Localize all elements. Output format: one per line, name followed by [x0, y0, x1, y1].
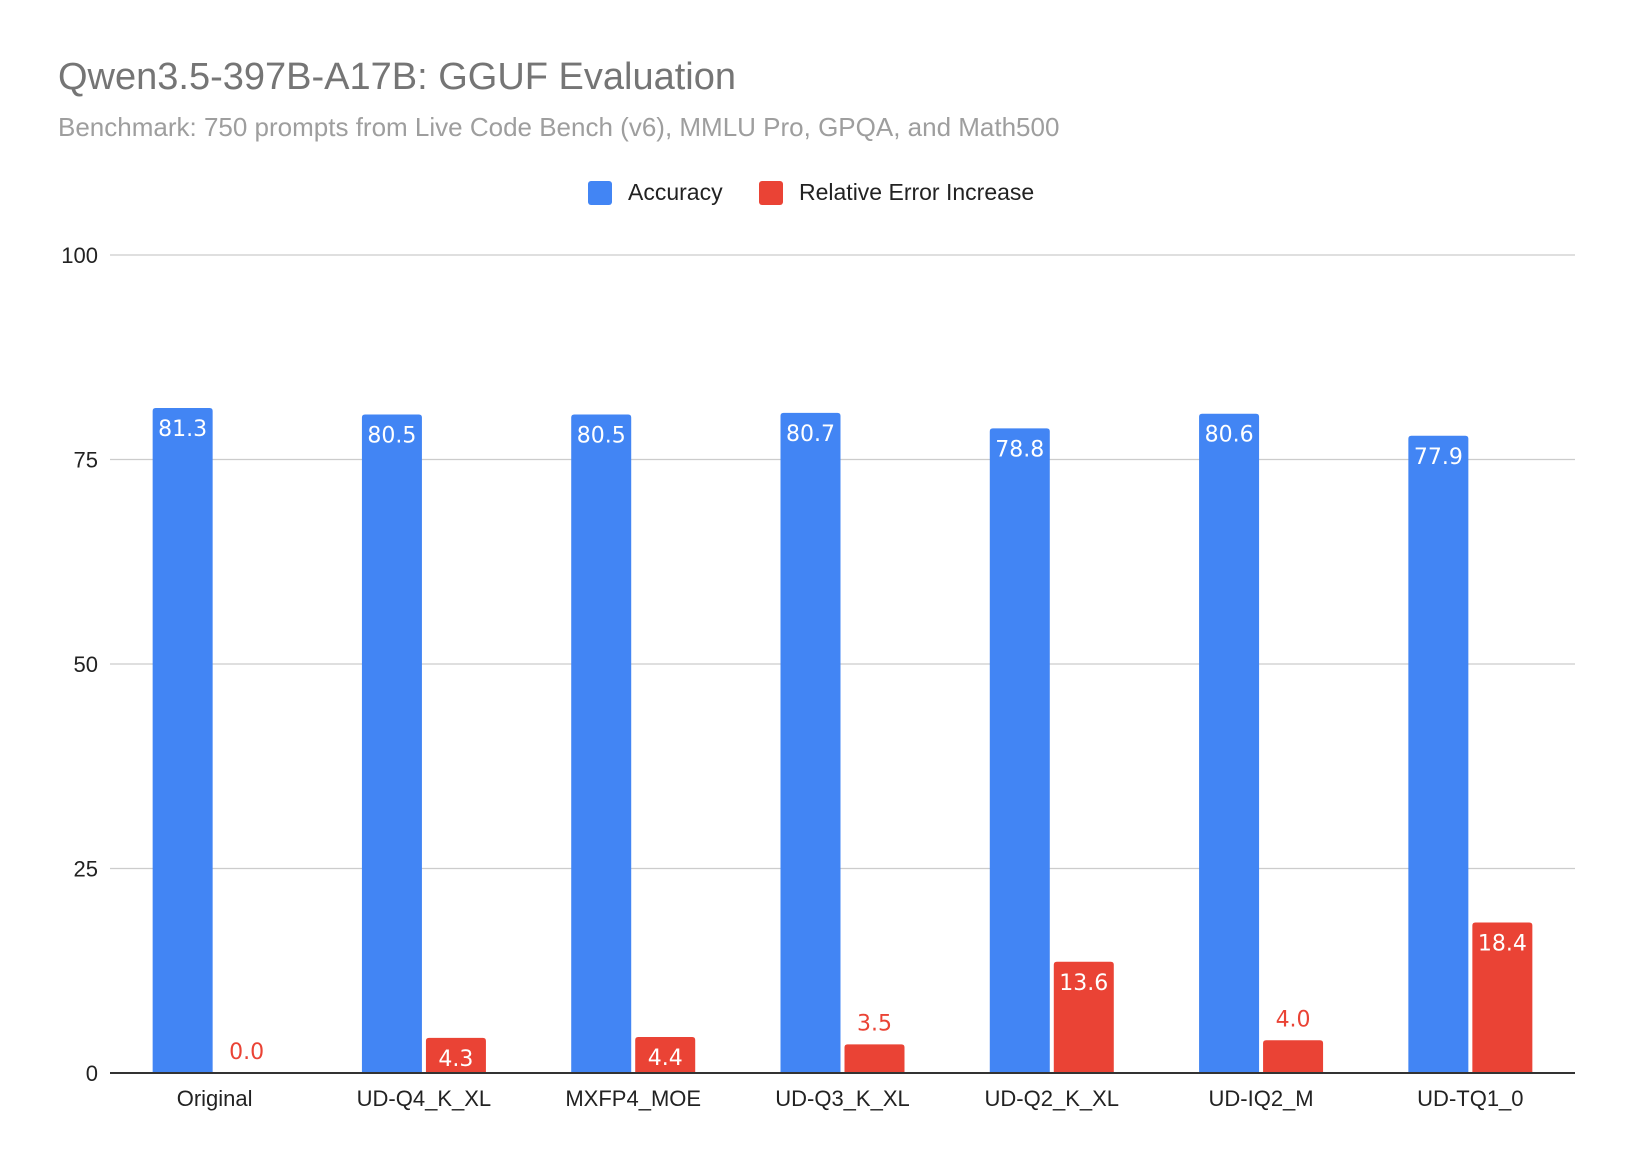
bar-accuracy: [989, 428, 1050, 1073]
data-label-accuracy: 78.8: [995, 437, 1044, 462]
bar-accuracy: [1408, 435, 1469, 1073]
y-tick-label: 75: [74, 448, 98, 473]
data-label-accuracy: 80.6: [1205, 423, 1254, 448]
legend-label-accuracy: Accuracy: [628, 179, 723, 205]
bar-relative-error: [844, 1044, 905, 1073]
y-tick-label: 25: [74, 857, 98, 882]
bar-relative-error: [425, 1037, 486, 1073]
data-label-accuracy: 80.5: [577, 424, 626, 449]
chart-title: Qwen3.5-397B-A17B: GGUF Evaluation: [58, 56, 736, 98]
y-tick-label: 0: [86, 1061, 98, 1086]
data-labels: 81.3 0.0 80.5 4.3 80.5 4.4 80.7 3.5 78.8 13.6 80.6…: [158, 417, 1527, 1072]
bar-relative-error: [1472, 922, 1533, 1073]
x-category-label: Original: [177, 1086, 253, 1111]
data-label-relative-error: 13.6: [1059, 971, 1108, 996]
data-label-relative-error: 0.0: [229, 1040, 264, 1065]
data-label-relative-error: 4.0: [1276, 1007, 1311, 1032]
y-tick-label: 100: [61, 243, 98, 268]
legend-swatch-relative-error: [759, 181, 783, 205]
bar-accuracy: [361, 414, 422, 1073]
data-label-relative-error: 4.4: [648, 1046, 683, 1071]
chart-subtitle: Benchmark: 750 prompts from Live Code Be…: [58, 112, 1059, 142]
x-axis-categories: Original UD-Q4_K_XL MXFP4_MOE UD-Q3_K_XL UD-…: [177, 1086, 1524, 1111]
x-category-label: UD-Q4_K_XL: [357, 1086, 492, 1111]
x-category-label: UD-IQ2_M: [1209, 1086, 1314, 1111]
x-category-label: UD-Q2_K_XL: [985, 1086, 1120, 1111]
bar-accuracy: [571, 414, 632, 1073]
x-category-label: UD-Q3_K_XL: [775, 1086, 910, 1111]
x-category-label: MXFP4_MOE: [565, 1086, 701, 1111]
data-label-relative-error: 3.5: [857, 1011, 892, 1036]
y-axis-ticks: 0 25 50 75 100: [61, 243, 98, 1086]
bar-relative-error: [635, 1037, 696, 1073]
data-label-relative-error: 4.3: [438, 1047, 473, 1072]
gridlines: [110, 254, 1575, 870]
data-label-accuracy: 80.7: [786, 422, 835, 447]
bar-accuracy: [152, 407, 213, 1073]
bar-accuracy: [780, 412, 841, 1073]
bars: [152, 407, 1533, 1073]
data-label-accuracy: 81.3: [158, 417, 207, 442]
bar-relative-error: [1053, 961, 1114, 1073]
bar-relative-error: [1263, 1040, 1324, 1073]
bar-accuracy: [1199, 413, 1260, 1073]
data-label-accuracy: 80.5: [367, 424, 416, 449]
data-label-relative-error: 18.4: [1478, 931, 1527, 956]
x-category-label: UD-TQ1_0: [1417, 1086, 1523, 1111]
data-label-accuracy: 77.9: [1414, 445, 1463, 470]
legend-label-relative-error: Relative Error Increase: [799, 179, 1034, 205]
legend: Accuracy Relative Error Increase: [588, 179, 1034, 205]
legend-swatch-accuracy: [588, 181, 612, 205]
y-tick-label: 50: [74, 652, 98, 677]
